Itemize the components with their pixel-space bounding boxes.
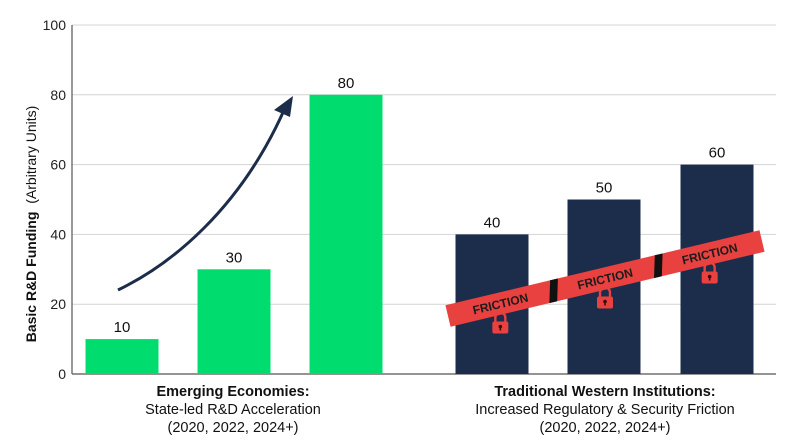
y-axis-title-bold: Basic R&D Funding xyxy=(23,212,39,343)
y-axis-title-units: (Arbitrary Units) xyxy=(23,106,39,204)
padlock-keyhole-slot xyxy=(708,276,711,281)
group-title-western: Traditional Western Institutions: xyxy=(494,384,715,400)
friction-tape-body xyxy=(445,230,765,327)
padlock-shackle xyxy=(703,261,716,273)
arrow-head xyxy=(274,96,293,117)
group-title-emerging: Emerging Economies: xyxy=(156,384,309,400)
gridlines xyxy=(71,24,776,375)
padlock-shackle xyxy=(598,286,612,298)
group-subtitle-western: Increased Regulatory & Security Friction xyxy=(475,402,735,418)
value-labels: 10 30 80 40 50 60 xyxy=(114,75,726,336)
y-tick-label: 20 xyxy=(50,296,66,312)
padlock-shackle xyxy=(494,311,507,323)
y-tick-label: 80 xyxy=(50,87,66,103)
padlock-keyhole-slot xyxy=(604,301,606,306)
friction-tape-divider xyxy=(549,278,558,304)
bar-value-label: 10 xyxy=(114,319,131,336)
bar-value-label: 50 xyxy=(596,180,613,197)
group-years-western: (2020, 2022, 2024+) xyxy=(539,420,670,436)
group-subtitle-emerging: State-led R&D Acceleration xyxy=(145,402,321,418)
bar-value-label: 60 xyxy=(709,145,726,162)
bar-value-label: 30 xyxy=(226,249,243,266)
y-tick-label: 0 xyxy=(58,366,66,382)
bar xyxy=(680,164,754,374)
growth-arrow xyxy=(117,96,293,292)
bar xyxy=(197,269,271,374)
bar-value-label: 40 xyxy=(484,214,501,231)
y-tick-label: 60 xyxy=(50,157,66,173)
padlock-icon xyxy=(701,261,718,284)
y-axis-title: Basic R&D Funding (Arbitrary Units) xyxy=(23,106,39,343)
bar xyxy=(85,339,159,374)
y-axis-ticks: 0 20 40 60 80 100 xyxy=(43,17,67,382)
y-tick-label: 100 xyxy=(43,17,67,33)
padlock-keyhole-slot xyxy=(499,326,502,331)
arrow-shaft xyxy=(117,107,287,292)
bar-value-label: 80 xyxy=(338,75,355,92)
y-tick-label: 40 xyxy=(50,226,66,242)
friction-tape-divider xyxy=(654,253,663,279)
group-years-emerging: (2020, 2022, 2024+) xyxy=(167,420,298,436)
bar xyxy=(309,94,383,375)
padlock-icon xyxy=(492,311,509,334)
padlock-icon xyxy=(597,286,613,309)
